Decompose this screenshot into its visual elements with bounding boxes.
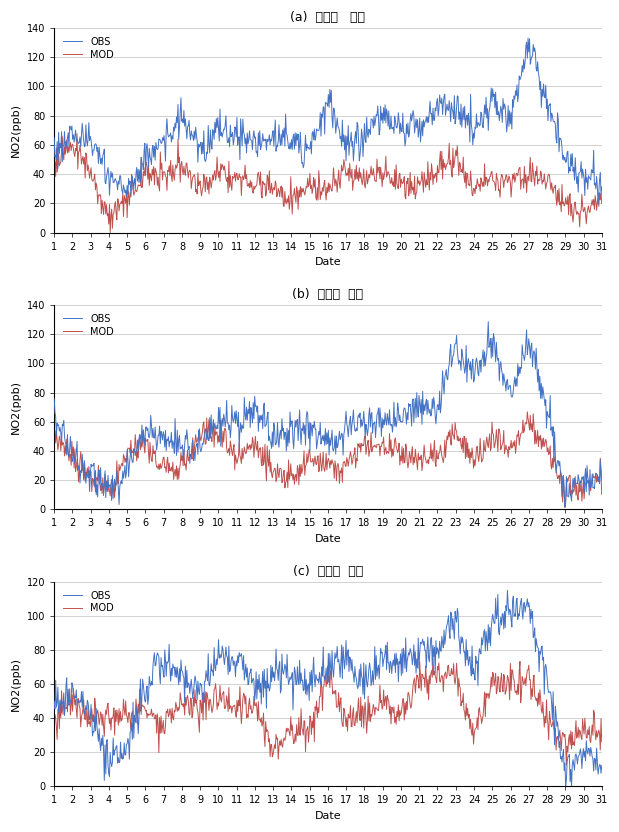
Line: OBS: OBS — [54, 38, 602, 204]
MOD — [563, 760, 570, 770]
MOD — [127, 725, 134, 735]
Title: (c)  신림동  지점: (c) 신림동 지점 — [293, 565, 363, 578]
Legend: OBS, MOD: OBS, MOD — [59, 33, 118, 63]
OBS — [53, 702, 60, 712]
MOD — [51, 719, 58, 729]
OBS — [457, 357, 464, 367]
OBS — [443, 374, 451, 384]
OBS — [457, 649, 464, 659]
MOD — [457, 433, 464, 443]
OBS — [485, 317, 492, 327]
Y-axis label: NO2(ppb): NO2(ppb) — [11, 103, 21, 157]
MOD — [53, 427, 60, 437]
MOD — [445, 153, 452, 163]
MOD — [457, 701, 465, 711]
MOD — [430, 651, 437, 661]
Y-axis label: NO2(ppb): NO2(ppb) — [11, 380, 21, 434]
Legend: OBS, MOD: OBS, MOD — [59, 587, 118, 617]
MOD — [561, 503, 569, 513]
MOD — [51, 161, 58, 171]
OBS — [562, 781, 569, 791]
MOD — [458, 165, 465, 175]
MOD — [598, 199, 605, 209]
OBS — [305, 433, 312, 443]
X-axis label: Date: Date — [314, 534, 341, 544]
MOD — [53, 143, 60, 153]
MOD — [129, 174, 136, 184]
MOD — [284, 723, 292, 733]
MOD — [305, 452, 312, 462]
OBS — [127, 726, 134, 735]
MOD — [285, 205, 293, 215]
Line: OBS: OBS — [54, 322, 602, 507]
OBS — [284, 136, 292, 146]
Line: MOD: MOD — [54, 656, 602, 765]
MOD — [306, 168, 314, 178]
OBS — [51, 394, 58, 404]
MOD — [51, 428, 58, 438]
Y-axis label: NO2(ppb): NO2(ppb) — [11, 657, 21, 711]
MOD — [443, 431, 451, 441]
OBS — [51, 696, 58, 706]
OBS — [598, 489, 605, 499]
MOD — [444, 661, 451, 671]
Title: (a)  면목동   지점: (a) 면목동 지점 — [290, 11, 365, 24]
OBS — [443, 99, 451, 109]
MOD — [598, 475, 605, 485]
OBS — [598, 760, 605, 770]
MOD — [73, 129, 80, 139]
OBS — [127, 445, 134, 455]
OBS — [305, 142, 312, 152]
X-axis label: Date: Date — [314, 811, 341, 821]
Legend: OBS, MOD: OBS, MOD — [59, 310, 118, 340]
OBS — [443, 620, 451, 630]
MOD — [106, 228, 114, 238]
OBS — [284, 671, 292, 681]
OBS — [53, 431, 60, 441]
OBS — [598, 182, 605, 192]
Title: (b)  대홍동  지점: (b) 대홍동 지점 — [292, 288, 363, 301]
MOD — [524, 407, 531, 417]
MOD — [53, 721, 60, 731]
OBS — [53, 154, 60, 164]
OBS — [305, 679, 312, 689]
MOD — [305, 737, 312, 747]
MOD — [598, 736, 605, 746]
OBS — [284, 441, 292, 451]
OBS — [561, 502, 569, 512]
Line: MOD: MOD — [54, 412, 602, 508]
Line: MOD: MOD — [54, 134, 602, 233]
X-axis label: Date: Date — [314, 257, 341, 267]
OBS — [594, 199, 602, 209]
MOD — [127, 435, 134, 445]
OBS — [504, 586, 511, 596]
OBS — [51, 133, 58, 143]
Line: OBS: OBS — [54, 591, 602, 786]
OBS — [127, 190, 134, 200]
MOD — [284, 483, 292, 493]
OBS — [457, 120, 464, 130]
OBS — [524, 33, 532, 43]
